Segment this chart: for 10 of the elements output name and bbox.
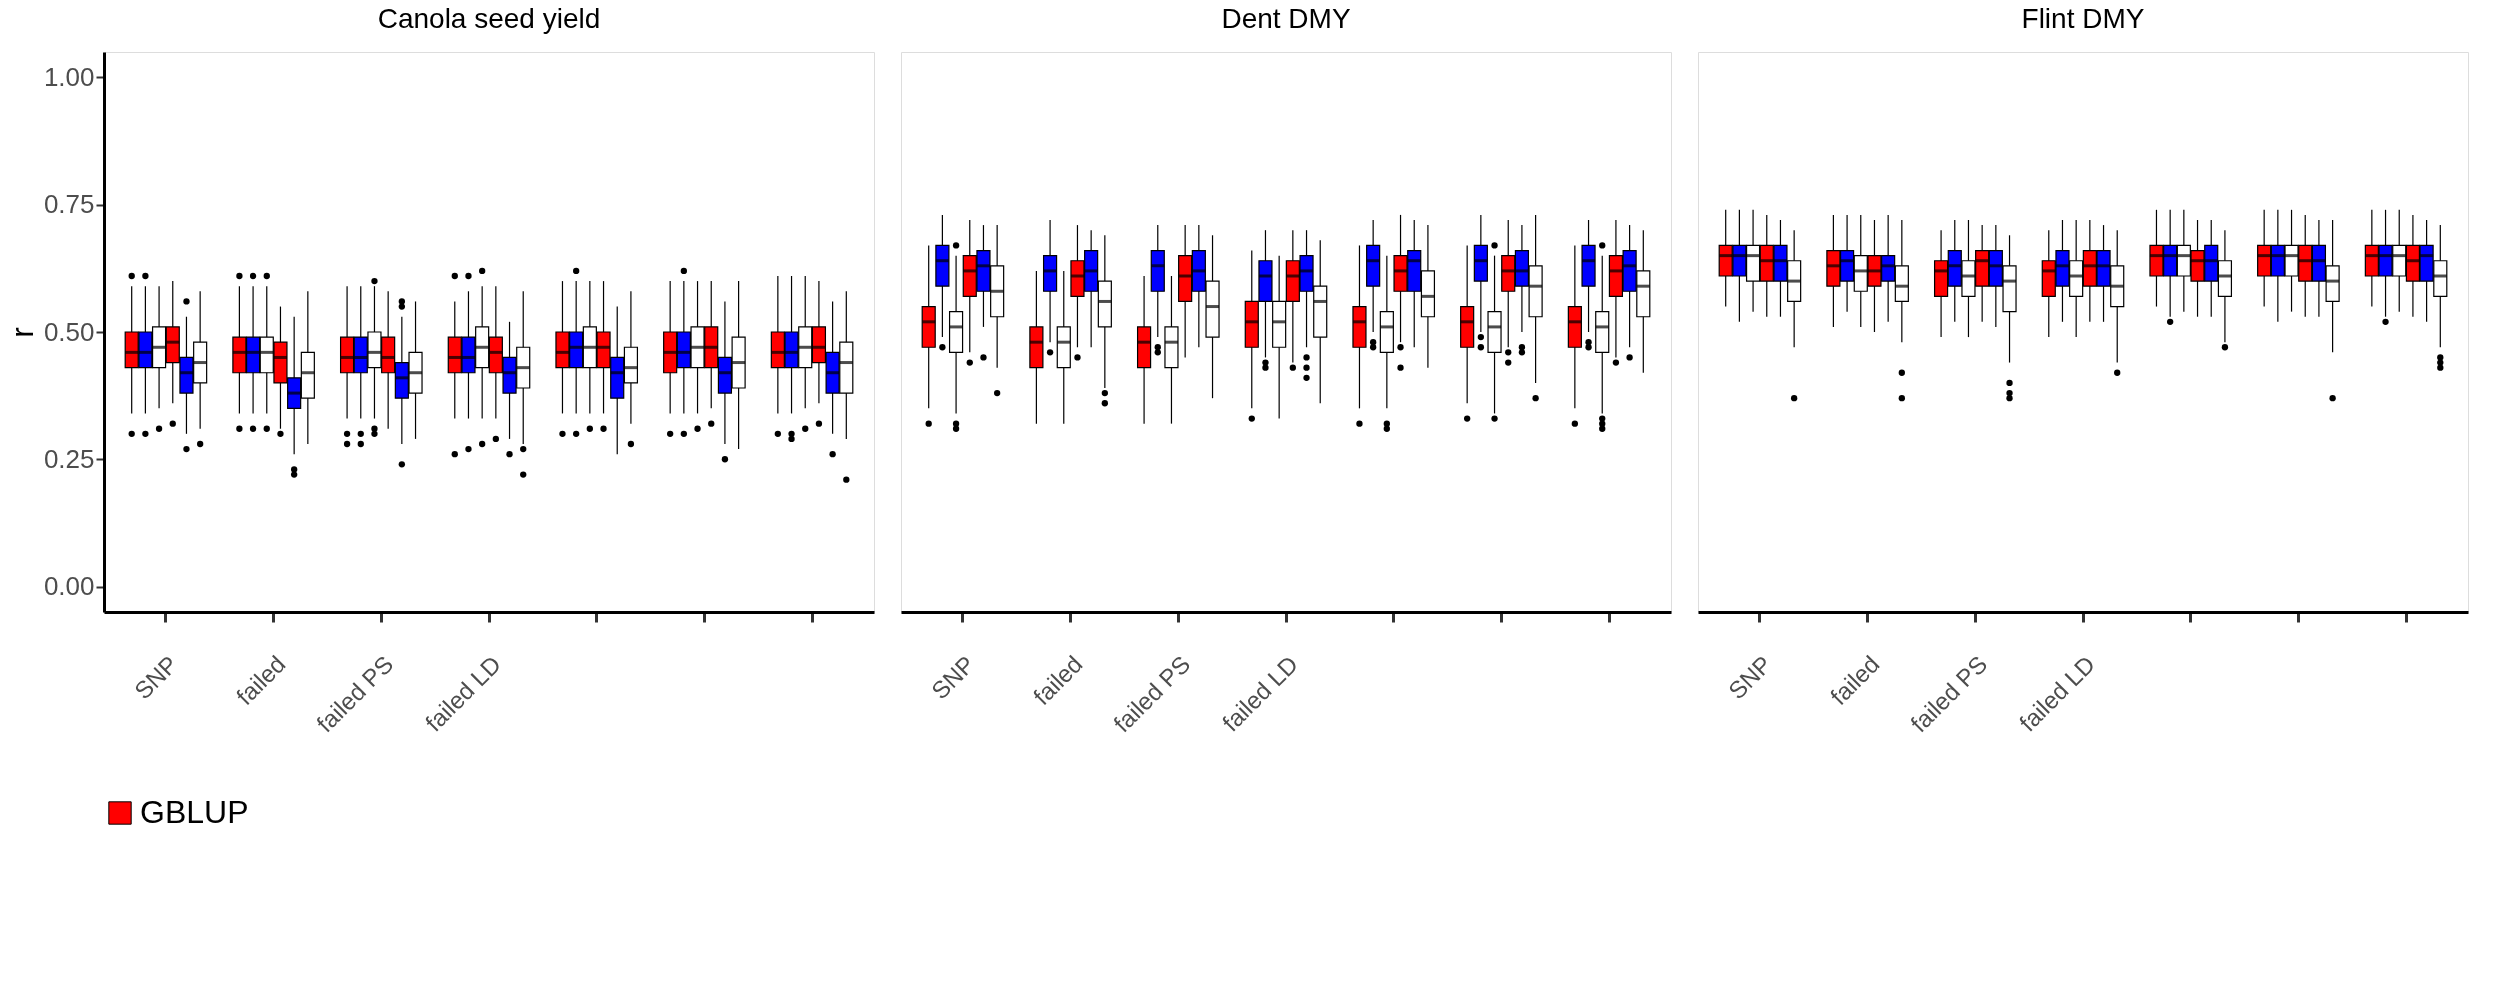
y-tick-label: 0.25 xyxy=(43,443,95,474)
y-axis-title: r xyxy=(3,326,40,338)
y-tick-label: 0.00 xyxy=(43,571,95,602)
chart-title: Dent DMY xyxy=(1221,3,1351,34)
y-tick-label: 1.00 xyxy=(43,61,95,92)
chart-title: Flint DMY xyxy=(2021,3,2145,34)
y-tick-label: 0.75 xyxy=(43,189,95,220)
y-tick-label: 0.50 xyxy=(43,316,95,347)
chart-title: Canola seed yield xyxy=(377,3,601,34)
legend-label: GBLUP xyxy=(140,794,249,830)
